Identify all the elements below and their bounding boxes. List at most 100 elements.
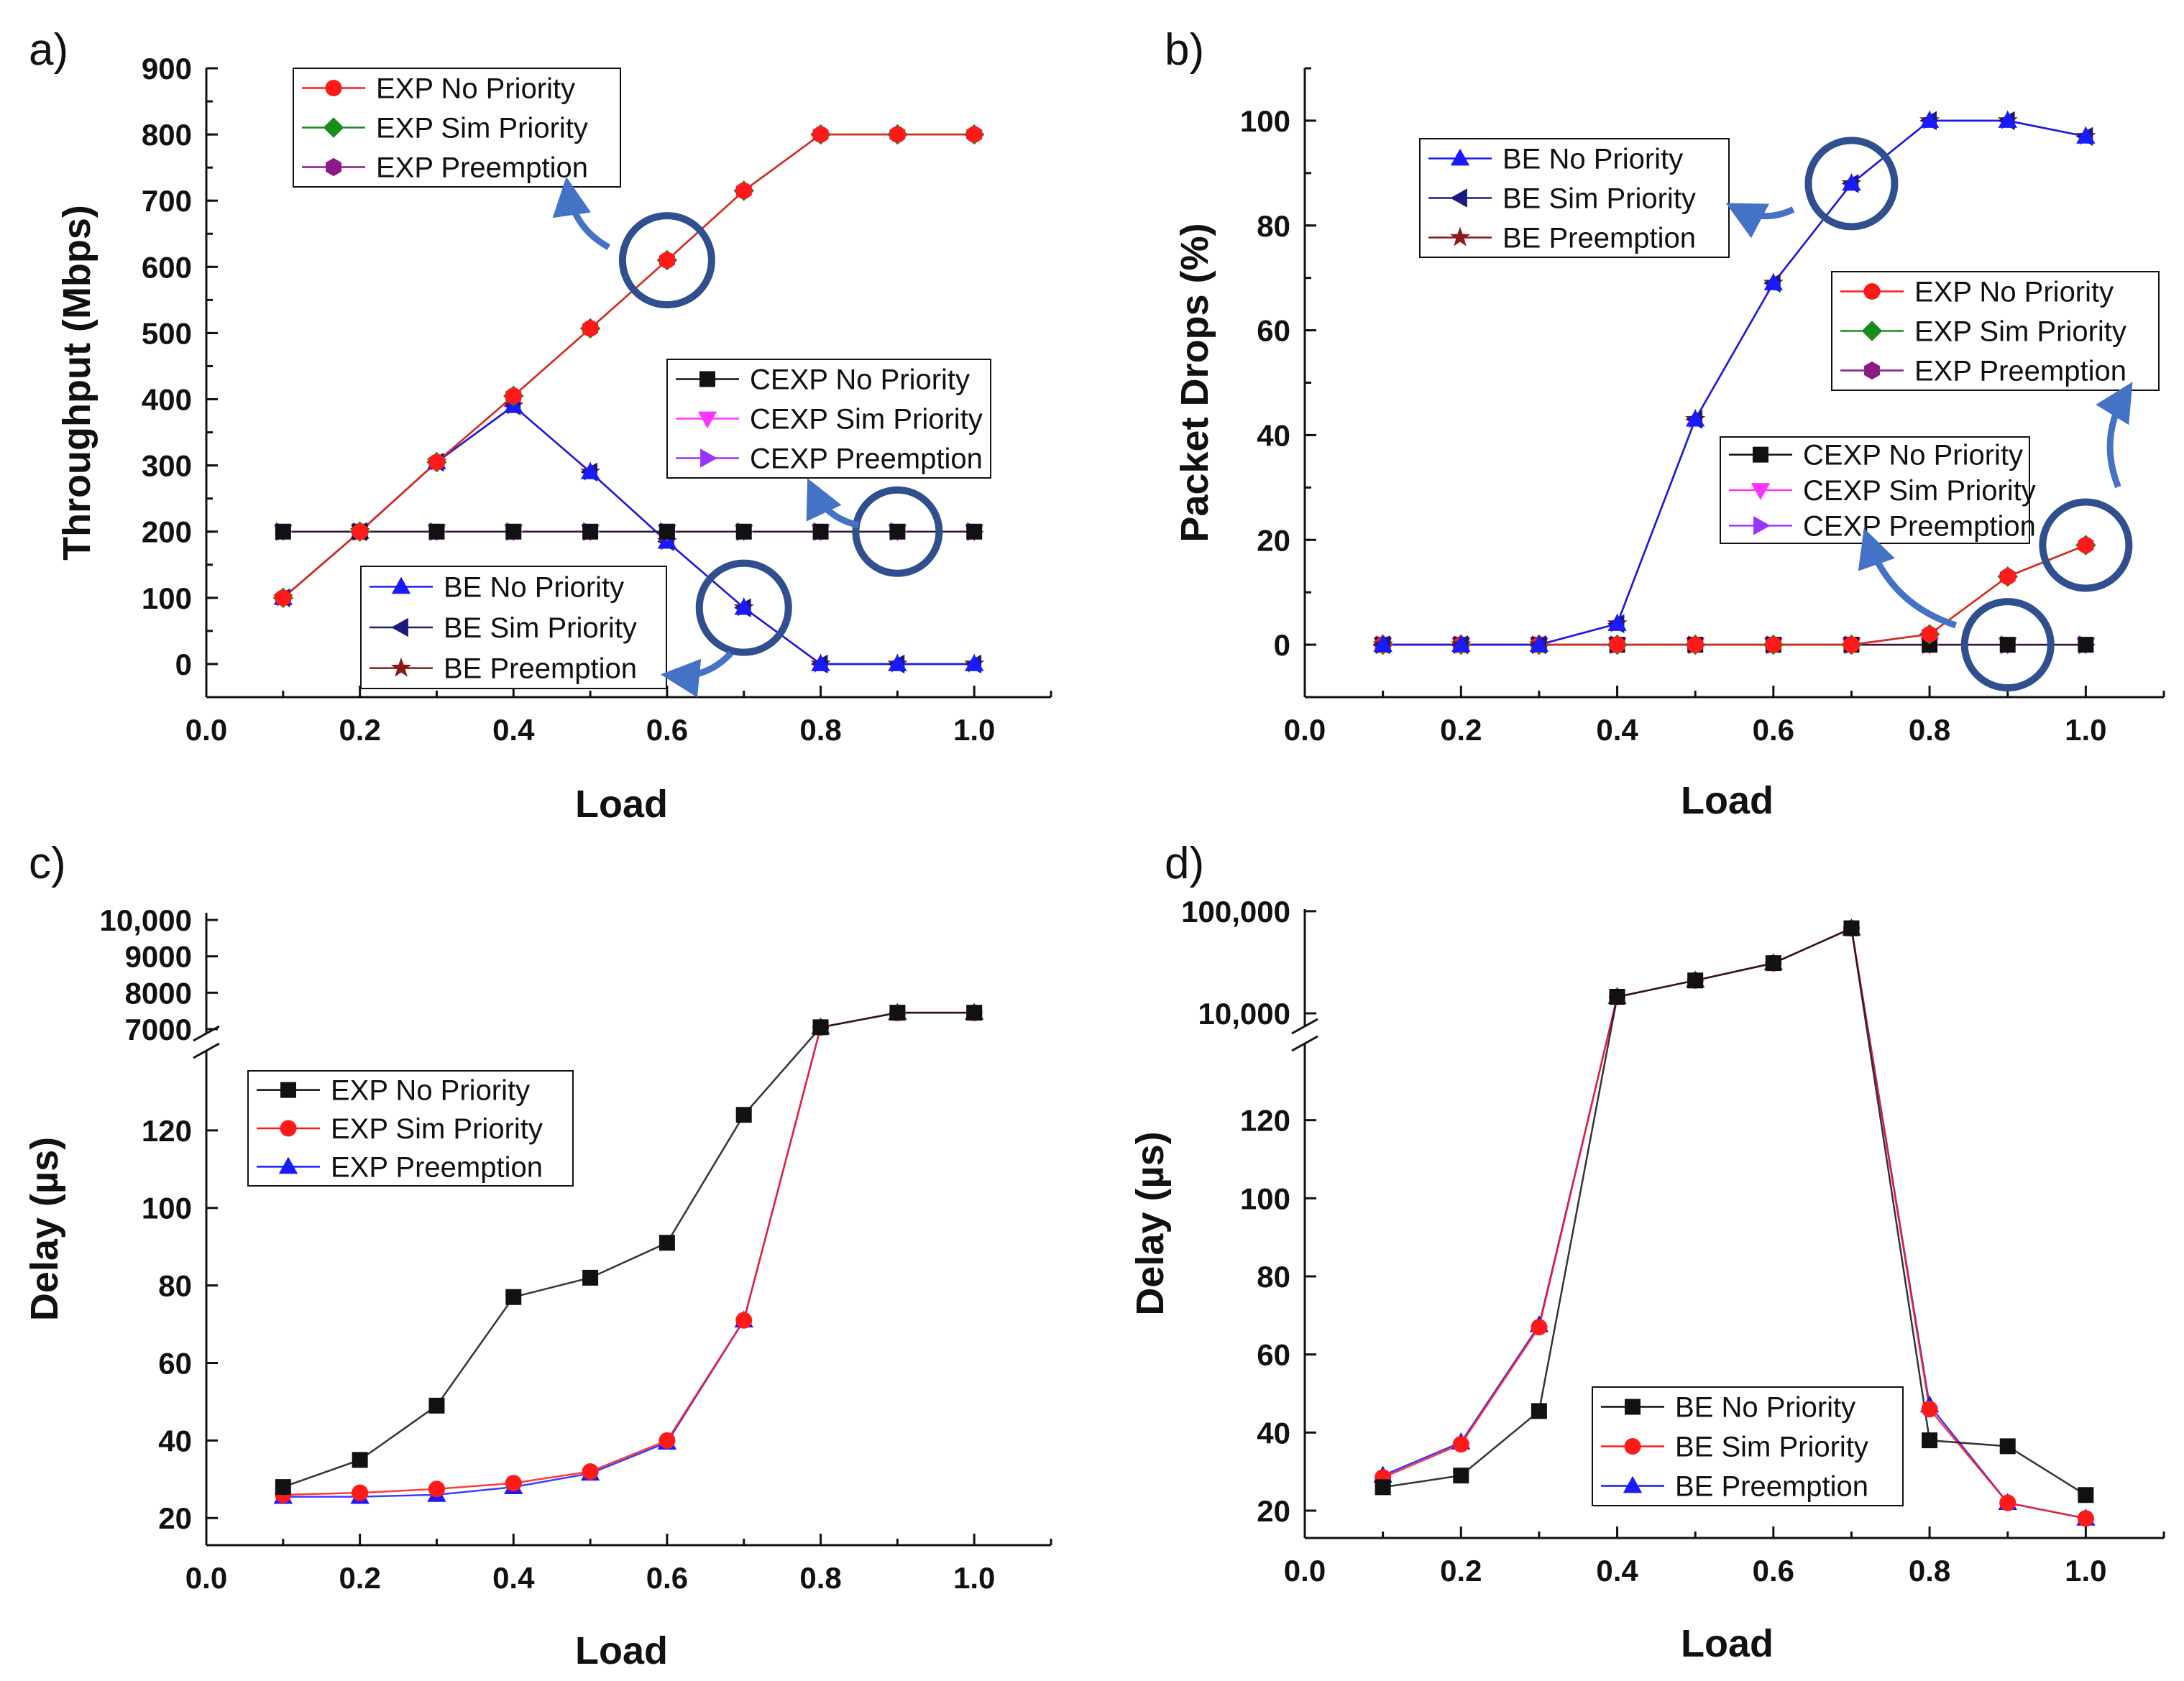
panel-b-point-exp-no-priority [1921, 625, 1938, 643]
panel-b-legend-swatch-marker [1863, 282, 1881, 300]
panel-a-legend-swatch-marker [697, 411, 717, 429]
panel-b-point-exp-no-priority [1843, 636, 1860, 653]
panel-a-legend-swatch-marker [699, 371, 715, 387]
panel-c-point-exp-sim-priority [352, 1484, 369, 1501]
panel-a-axes [205, 68, 1051, 699]
panel-b-point-exp-no-priority [1608, 636, 1626, 653]
panel-a-highlight-circle [695, 559, 792, 656]
panel-a-point-cexp-no-priority [428, 523, 445, 540]
panel-d-point-be-no-priority [1765, 955, 1781, 972]
panel-d-y-tick-label: 20 [1257, 1494, 1290, 1528]
panel-b-point-be-no-priority [1998, 111, 2017, 128]
panel-a-point-exp-no-priority [352, 523, 369, 540]
panel-a-point-exp-no-priority [582, 320, 599, 337]
panel-c-y-tick-label: 60 [158, 1346, 192, 1380]
panel-c-point-exp-no-priority [275, 1479, 291, 1496]
panel-a-y-tick-label: 200 [142, 515, 192, 549]
panel-a-legend-entry: EXP No Priority [376, 73, 575, 105]
panel-a-point-be-no-priority [964, 654, 984, 671]
panel-c-legend-entry: EXP Preemption [331, 1151, 543, 1183]
panel-b-point-be-no-priority [1842, 173, 1861, 191]
panel-a-y-tick-label: 900 [142, 52, 192, 86]
panel-b-legend-entry: BE Preemption [1502, 223, 1696, 254]
panel-c-point-exp-no-priority [735, 1107, 752, 1123]
panel-c-legend-swatch-marker [278, 1156, 298, 1174]
panel-b-point-be-no-priority [1607, 614, 1627, 631]
panel-a-legend: EXP No Priority EXP Sim Priority EXP Preem… [293, 68, 621, 188]
panel-b-point-cexp-no-priority [2078, 637, 2094, 653]
panel-c-y-tick-label: 9000 [125, 940, 192, 974]
panel-b-y-tick-label: 100 [1240, 104, 1290, 138]
panel-d-legend-swatch-marker [1623, 1475, 1643, 1493]
panel-b-legend: EXP No Priority EXP Sim Priority EXP Preem… [1831, 271, 2160, 391]
panel-b-legend-swatch-marker [1449, 226, 1471, 247]
panel-c-exp-delay: c) 0.0 0.2 0.4 0.6 0.8 1.0 20 40 60 80 100 120 700080… [23, 839, 1052, 1672]
panel-a-y-tick-label: 100 [142, 581, 192, 615]
panel-b-point-be-no-priority [1373, 635, 1392, 652]
panel-b-point-exp-no-priority [2077, 536, 2094, 554]
panel-d-point-be-sim-priority [1531, 1319, 1548, 1336]
panel-b-y-tick-label: 60 [1257, 314, 1290, 348]
panel-a-point-exp-no-priority [965, 126, 983, 143]
panel-a-point-be-no-priority [888, 654, 907, 671]
panel-d-label: d) [1165, 839, 1204, 888]
panel-d-x-tick-label: 0.4 [1596, 1554, 1638, 1588]
panel-a-point-be-no-priority [811, 654, 830, 671]
panel-c-point-exp-sim-priority [735, 1312, 753, 1329]
panel-d-point-be-sim-priority [1921, 1401, 1938, 1418]
panel-a-point-exp-no-priority [428, 453, 446, 471]
panel-c-legend-swatch-marker [280, 1082, 296, 1098]
panel-d-x-tick-label: 0.8 [1909, 1554, 1950, 1588]
panel-b-legend-entry: BE No Priority [1502, 144, 1683, 175]
panel-d-y-tick-label: 120 [1240, 1104, 1290, 1138]
panel-a-point-be-no-priority [580, 462, 600, 479]
panel-c-legend-entry: EXP Sim Priority [331, 1113, 543, 1145]
panel-c-y-tick-label: 100 [142, 1192, 192, 1225]
panel-a-legend: CEXP No Priority CEXP Sim Priority CEXP Pr… [666, 359, 991, 479]
panel-a-legend-entry: BE Sim Priority [444, 612, 637, 644]
panel-a-point-be-no-priority [734, 597, 753, 615]
panel-a-legend-swatch-marker [326, 157, 341, 177]
panel-c-x-tick-label: 0.8 [799, 1561, 841, 1595]
panel-a-point-cexp-no-priority [275, 523, 291, 540]
panel-b-x-ticks: 0.0 0.2 0.4 0.6 0.8 1.0 [1284, 686, 2165, 747]
panel-c-point-exp-sim-priority [428, 1480, 446, 1498]
panel-c-point-exp-no-priority [966, 1005, 983, 1021]
panel-a-legend-swatch-marker [391, 576, 411, 594]
panel-a-legend-entry: BE Preemption [444, 653, 637, 685]
panel-a-point-exp-no-priority [659, 252, 676, 269]
panel-d-be-delay: d) 0.0 0.2 0.4 0.6 0.8 1.0 20 40 60 80 100 120 10,000… [1129, 839, 2165, 1665]
panel-d-point-be-no-priority [1453, 1468, 1469, 1484]
panel-a-legend-swatch-marker [390, 657, 412, 677]
panel-b-point-be-no-priority [1919, 111, 1940, 128]
panel-a-annotation-arrow [660, 650, 734, 698]
panel-a-point-exp-no-priority [275, 589, 292, 607]
panel-d-point-be-no-priority [1687, 972, 1704, 989]
panel-c-axis-break-mark [193, 1042, 220, 1059]
panel-c-y-tick-label: 40 [158, 1424, 192, 1457]
panel-b-annotation-arrow [1725, 203, 1795, 239]
panel-d-x-tick-label: 0.0 [1284, 1554, 1326, 1588]
panel-c-x-axis-title: Load [575, 1629, 668, 1672]
panel-b-y-axis-title: Packet Drops (%) [1173, 223, 1216, 542]
panel-d-y-ticks: 20 40 60 80 100 120 10,000 100,000 [1181, 895, 1316, 1528]
panel-a-y-tick-label: 0 [175, 648, 192, 681]
panel-d-axes [1291, 909, 2164, 1539]
panel-b-legend-entry: BE Sim Priority [1502, 183, 1696, 215]
panel-d-point-be-sim-priority [1999, 1494, 2016, 1511]
panel-c-x-ticks: 0.0 0.2 0.4 0.6 0.8 1.0 [185, 1534, 1052, 1595]
panel-a-x-tick-label: 0.8 [799, 713, 841, 747]
panel-d-y-tick-label: 60 [1257, 1338, 1290, 1372]
panel-c-legend-swatch-marker [280, 1120, 297, 1137]
panel-a-point-cexp-no-priority [735, 523, 752, 540]
panel-a-annotation-arrow [552, 176, 611, 251]
panel-b-legend-swatch-marker [1861, 321, 1883, 341]
panel-c-point-exp-no-priority [582, 1269, 599, 1286]
panel-d-legend-entry: BE Sim Priority [1675, 1432, 1868, 1463]
panel-d-point-be-no-priority [1609, 989, 1625, 1005]
panel-a-point-cexp-no-priority [889, 523, 906, 540]
panel-a-point-exp-no-priority [812, 126, 830, 143]
panel-c-point-exp-sim-priority [659, 1432, 676, 1449]
panel-a-throughput: a) 0.0 0.2 0.4 0.6 0.8 1.0 0 100 200 300 400 500 600 7… [29, 25, 1052, 826]
panel-b-packet-drops: b) 0.0 0.2 0.4 0.6 0.8 1.0 0 20 40 60 80 100 Load Pack… [1165, 25, 2165, 822]
